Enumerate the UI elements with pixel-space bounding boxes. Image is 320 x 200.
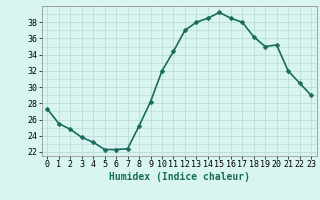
X-axis label: Humidex (Indice chaleur): Humidex (Indice chaleur) (109, 172, 250, 182)
